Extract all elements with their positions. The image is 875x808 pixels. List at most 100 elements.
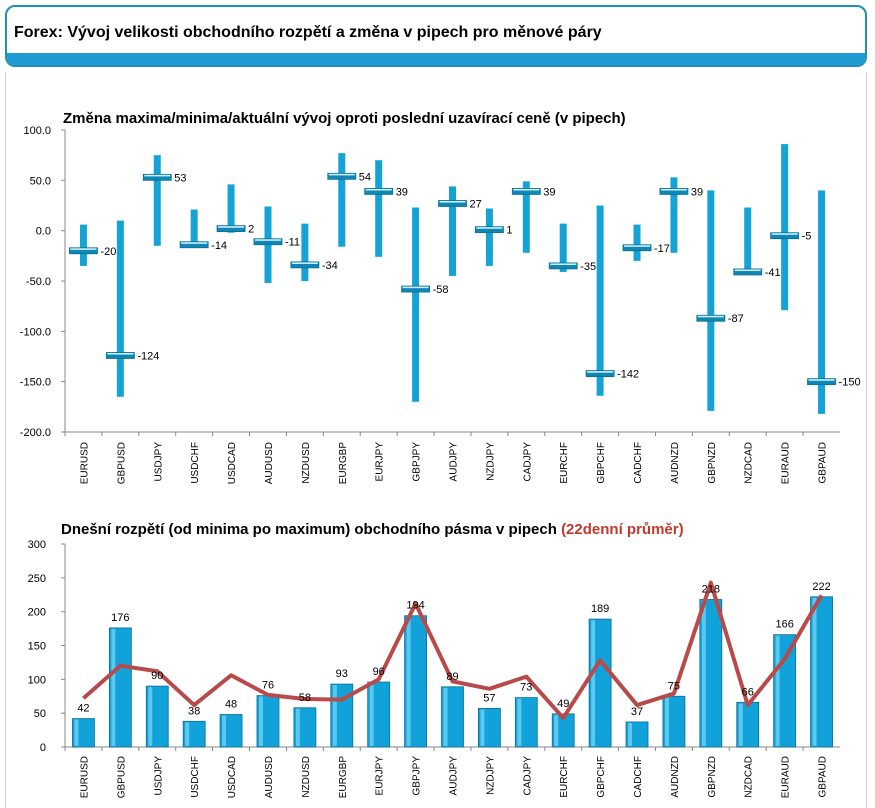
current-marker-highlight — [328, 173, 355, 176]
current-marker-highlight — [550, 263, 577, 265]
range-bar — [190, 209, 198, 247]
bar-value-label: 218 — [702, 583, 720, 595]
current-marker — [253, 238, 283, 246]
x-tick-label: USDCAD — [227, 442, 238, 484]
range-bar-highlight — [554, 714, 559, 746]
current-marker — [364, 188, 394, 195]
range-bar — [522, 181, 530, 253]
x-tick-label: USDJPY — [153, 442, 164, 482]
current-value-label: -20 — [100, 246, 116, 258]
current-value-label: -35 — [580, 261, 596, 273]
current-marker-highlight — [254, 239, 281, 241]
y-tick-label: 0 — [40, 742, 46, 754]
y-tick-label: 100.0 — [23, 125, 51, 137]
x-tick-label: GBPCHF — [596, 442, 607, 484]
range-bar-highlight — [664, 697, 669, 746]
current-marker — [290, 261, 320, 269]
x-tick-label: USDJPY — [153, 756, 164, 796]
range-bar-highlight — [406, 616, 411, 746]
range-bar-highlight — [222, 715, 227, 746]
current-marker — [327, 172, 357, 180]
current-marker — [622, 244, 652, 252]
x-tick-label: GBPNZD — [707, 442, 718, 484]
range-bar-highlight — [517, 698, 522, 746]
current-value-label: -124 — [137, 350, 159, 362]
x-tick-label: EURJPY — [375, 756, 386, 796]
current-marker-highlight — [365, 188, 392, 191]
current-value-label: -41 — [765, 267, 781, 279]
range-bar-highlight — [258, 696, 263, 746]
x-tick-label: AUDJPY — [449, 442, 460, 482]
current-marker-highlight — [624, 245, 651, 247]
current-marker-highlight — [513, 188, 540, 191]
current-marker-highlight — [70, 248, 97, 250]
x-tick-label: EURJPY — [375, 442, 386, 482]
current-value-label: -17 — [654, 243, 670, 255]
range-bar-highlight — [443, 687, 448, 746]
current-marker-highlight — [181, 242, 208, 244]
x-tick-label: GBPUSD — [116, 442, 127, 484]
current-marker-highlight — [107, 352, 134, 355]
current-marker — [696, 314, 726, 322]
x-tick-label: NZDUSD — [301, 756, 312, 798]
current-marker-highlight — [697, 315, 724, 318]
y-tick-label: 300 — [28, 539, 46, 551]
current-marker — [659, 188, 689, 195]
x-tick-label: GBPJPY — [412, 756, 423, 796]
x-tick-label: GBPCHF — [596, 756, 607, 798]
bar-value-label: 189 — [591, 603, 609, 615]
x-tick-label: AUDJPY — [449, 756, 460, 796]
range-bar — [449, 186, 456, 276]
current-value-label: -58 — [433, 284, 449, 296]
range-change-chart: Změna maxima/minima/aktuální vývoj oprot… — [20, 110, 861, 484]
current-marker-highlight — [771, 233, 798, 235]
current-value-label: -11 — [285, 237, 300, 249]
current-value-label: 27 — [470, 198, 482, 210]
bar-value-label: 73 — [520, 682, 532, 694]
current-marker — [105, 352, 135, 359]
bar-value-label: 57 — [483, 692, 495, 704]
range-bar — [116, 220, 124, 397]
x-tick-label: NZDJPY — [485, 442, 496, 481]
current-marker — [401, 285, 430, 293]
current-marker-highlight — [476, 227, 503, 229]
y-tick-label: 50.0 — [30, 175, 51, 187]
x-tick-label: EURCHF — [559, 442, 570, 484]
bar-value-label: 166 — [775, 619, 793, 631]
header-box: Forex: Vývoj velikosti obchodního rozpět… — [5, 5, 867, 67]
current-marker — [548, 262, 578, 270]
range-bar-highlight — [111, 628, 116, 746]
chart-title: Změna maxima/minima/aktuální vývoj oprot… — [63, 110, 626, 127]
current-marker — [770, 232, 800, 240]
range-bar — [375, 160, 383, 257]
current-value-label: 39 — [396, 186, 408, 198]
page-title: Forex: Vývoj velikosti obchodního rozpět… — [14, 24, 602, 41]
current-marker-highlight — [439, 200, 466, 203]
current-marker-highlight — [808, 379, 835, 381]
current-value-label: -34 — [322, 260, 338, 272]
bar-value-label: 49 — [557, 698, 569, 710]
y-tick-label: -200.0 — [20, 427, 51, 439]
range-bar — [670, 177, 678, 253]
current-marker-highlight — [587, 371, 614, 373]
current-value-label: 54 — [359, 171, 371, 183]
x-tick-label: GBPJPY — [412, 442, 423, 482]
x-tick-label: EURCHF — [559, 756, 570, 798]
x-tick-label: EURAUD — [781, 756, 792, 798]
current-marker-highlight — [144, 174, 171, 177]
bar-value-label: 42 — [77, 703, 89, 715]
current-value-label: -14 — [211, 240, 227, 252]
y-tick-label: 0.0 — [36, 226, 51, 238]
x-tick-label: NZDUSD — [301, 442, 312, 484]
range-bar — [153, 155, 161, 246]
x-tick-label: GBPAUD — [818, 756, 829, 798]
current-value-label: -150 — [839, 377, 861, 389]
range-bar-highlight — [775, 635, 780, 746]
range-bar — [818, 190, 826, 414]
range-bar — [596, 205, 604, 396]
daily-range-chart: Dnešní rozpětí (od minima po maximum) ob… — [28, 521, 840, 798]
range-bar-highlight — [74, 719, 79, 746]
header-accent-band — [7, 53, 865, 65]
current-value-label: 53 — [174, 172, 186, 184]
range-bar — [781, 144, 789, 311]
